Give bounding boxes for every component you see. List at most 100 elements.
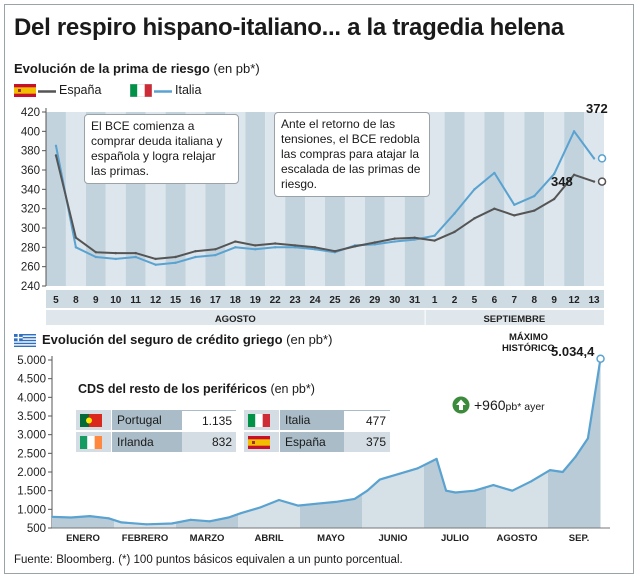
chart1-point-espana bbox=[293, 244, 297, 247]
chart1-point-espana bbox=[433, 239, 436, 242]
chart1-x-tick-label: 5 bbox=[472, 295, 478, 306]
chart1-x-tick-label: 31 bbox=[409, 295, 421, 306]
chart1-point-italia bbox=[552, 172, 556, 176]
chart1-point-espana bbox=[413, 236, 416, 239]
chart2-x-tick-label: SEP. bbox=[569, 533, 589, 544]
chart1-point-espana bbox=[114, 251, 117, 255]
chart1-y-tick-label: 300 bbox=[21, 223, 40, 235]
chart2-month-area-band bbox=[548, 358, 601, 528]
ireland-flag-icon bbox=[80, 436, 102, 449]
chart1-day-band bbox=[584, 112, 604, 286]
change-unit: pb* ayer bbox=[505, 401, 545, 413]
chart2-point bbox=[296, 504, 299, 507]
chart1-y-tick-label: 400 bbox=[21, 126, 40, 138]
chart1-point-espana bbox=[313, 246, 317, 249]
spain-flag-icon bbox=[248, 436, 270, 449]
espana-last-value: 348 bbox=[551, 174, 573, 189]
chart1-x-tick-label: 7 bbox=[512, 295, 518, 306]
chart1-point-espana bbox=[592, 180, 596, 183]
change-value: +960pb* ayer bbox=[474, 397, 545, 413]
chart1-point-italia bbox=[493, 171, 496, 175]
chart1-x-tick-label: 6 bbox=[492, 295, 498, 306]
chart2-x-tick-label: JULIO bbox=[441, 533, 469, 544]
chart1-point-italia bbox=[74, 246, 78, 249]
chart2-x-tick-label: MARZO bbox=[190, 533, 225, 544]
cds-country: Italia bbox=[280, 410, 344, 430]
chart1-day-band bbox=[504, 112, 525, 286]
chart2-point bbox=[170, 522, 173, 525]
chart2-y-tick-label: 2.000 bbox=[17, 467, 46, 479]
chart1-month-band bbox=[46, 310, 425, 325]
chart1-point-italia bbox=[114, 257, 117, 261]
chart1-day-band bbox=[524, 112, 545, 286]
italia-legend-line bbox=[154, 90, 172, 93]
cds-country: Portugal bbox=[112, 410, 182, 430]
chart2-x-tick-label: MAYO bbox=[317, 533, 345, 544]
italy-flag-icon bbox=[130, 84, 152, 97]
chart1-point-italia bbox=[214, 253, 217, 257]
chart1-point-espana bbox=[333, 250, 337, 253]
chart1-point-italia bbox=[194, 255, 197, 259]
chart2-point bbox=[334, 500, 337, 503]
cds-value: 832 bbox=[182, 432, 236, 452]
chart1-subtitle-text: Evolución de la prima de riesgo bbox=[14, 61, 210, 76]
chart1-point-espana bbox=[134, 251, 137, 255]
chart1-point-espana bbox=[513, 214, 516, 217]
chart1-y-tick-label: 360 bbox=[21, 165, 40, 177]
legend-italia-label: Italia bbox=[175, 83, 202, 97]
chart1-series-italia bbox=[55, 130, 595, 266]
chart1-point-italia bbox=[572, 130, 576, 133]
chart1-point-espana bbox=[453, 230, 456, 234]
chart1-x-tick-label: 5 bbox=[53, 295, 59, 306]
chart1-end-marker-italia bbox=[597, 154, 607, 163]
page-title: Del respiro hispano-italiano... a la tra… bbox=[14, 14, 564, 41]
chart1-point-italia bbox=[592, 157, 596, 160]
chart1-point-italia bbox=[154, 263, 157, 266]
chart1-x-tick-label: 24 bbox=[309, 295, 321, 306]
chart1-x-tick-label: 18 bbox=[230, 295, 242, 306]
chart1-x-tick-label: 26 bbox=[349, 295, 361, 306]
chart1-x-tick-label: 8 bbox=[531, 295, 537, 306]
cds-table-title-text: CDS del resto de los periféricos bbox=[78, 382, 267, 396]
chart1-x-tick-label: 19 bbox=[250, 295, 262, 306]
chart1-month-band bbox=[425, 310, 604, 325]
chart1-point-espana bbox=[373, 241, 377, 244]
chart2-max-marker bbox=[596, 354, 605, 363]
chart1-x-tick-label: 16 bbox=[190, 295, 202, 306]
chart2-point bbox=[69, 516, 72, 519]
cds-value: 477 bbox=[344, 410, 390, 430]
chart1-day-band bbox=[245, 112, 266, 286]
chart1-point-espana bbox=[254, 244, 257, 247]
portugal-flag-icon bbox=[80, 414, 102, 427]
chart1-x-tick-label: 30 bbox=[389, 295, 401, 306]
chart2-x-tick-label: JUNIO bbox=[378, 533, 407, 544]
max-historic-value: 5.034,4 bbox=[551, 344, 595, 359]
chart2-y-tick-label: 4.000 bbox=[17, 392, 46, 404]
chart1-point-italia bbox=[433, 234, 436, 237]
chart2-y-tick-label: 1.500 bbox=[17, 486, 46, 498]
chart1-day-band bbox=[46, 112, 66, 286]
chart1-point-italia bbox=[94, 255, 98, 259]
chart1-x-axis-band bbox=[46, 290, 604, 308]
figure-frame bbox=[4, 4, 634, 574]
chart1-note-bce-redouble: Ante el retorno de las tensiones, el BCE… bbox=[274, 112, 430, 197]
chart1-point-italia bbox=[533, 194, 536, 198]
chart1-point-espana bbox=[214, 248, 217, 251]
chart1-point-espana bbox=[174, 255, 177, 259]
chart1-x-tick-label: 12 bbox=[150, 295, 162, 306]
max-historic-label: MÁXIMO HISTÓRICO bbox=[502, 332, 555, 354]
cds-country: Irlanda bbox=[112, 432, 182, 452]
cds-value: 1.135 bbox=[182, 410, 236, 430]
chart1-x-tick-label: 29 bbox=[369, 295, 381, 306]
chart1-point-espana bbox=[533, 209, 536, 212]
chart1-point-italia bbox=[293, 246, 297, 249]
chart2-point bbox=[240, 512, 243, 515]
chart2-point bbox=[189, 518, 192, 521]
chart1-point-espana bbox=[493, 207, 496, 210]
chart1-series-espana bbox=[55, 155, 595, 260]
chart2-point bbox=[88, 515, 91, 518]
chart2-point bbox=[445, 489, 448, 492]
chart1-point-italia bbox=[54, 144, 58, 148]
chart1-y-tick-label: 420 bbox=[21, 107, 40, 119]
chart1-y-tick-label: 340 bbox=[21, 184, 40, 196]
